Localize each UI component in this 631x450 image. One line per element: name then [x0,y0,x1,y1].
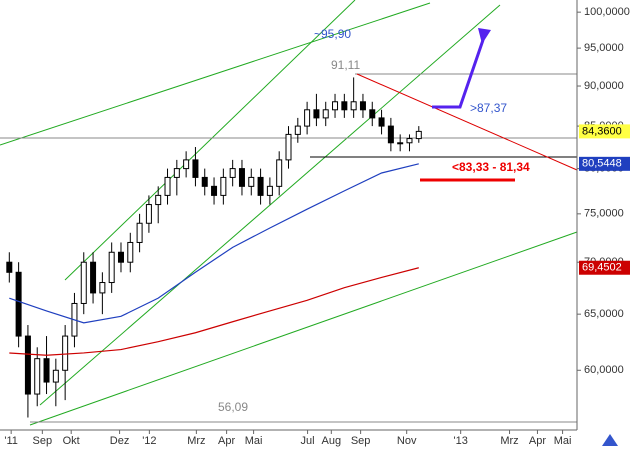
arrow-head [478,28,491,44]
last-value-label: 69,4502 [582,262,622,274]
candle-body [52,369,59,383]
candle-body [248,176,255,187]
last-value-label: 84,3600 [582,125,622,137]
candle-body [229,168,236,178]
candle-body [127,241,134,263]
annotation: ~95,90 [314,27,351,41]
candle-body [266,185,273,196]
candle-body [145,204,152,224]
candle-body [313,109,320,119]
candle-body [173,168,180,178]
x-tick-label: Dez [110,435,130,447]
candle-body [136,222,143,243]
annotation: 56,09 [218,400,248,414]
downtrend-line [356,73,578,171]
candle-body [378,117,385,127]
x-tick-label: '13 [453,435,467,447]
candle-body [117,251,124,263]
x-tick-label: Apr [218,435,235,447]
candle-body [294,125,301,135]
candle-body [341,101,348,111]
candle-body [285,133,292,161]
candle-body [192,159,199,178]
x-tick-label: Mrz [500,435,518,447]
candle-body [164,176,171,196]
y-tick-label: 60,0000 [584,364,624,376]
last-value-box [579,124,630,139]
annotation: 91,11 [331,58,360,72]
annotation: >87,37 [470,101,507,115]
x-tick-label: Mai [554,435,572,447]
candle-body [62,335,69,371]
x-tick-label: Sep [351,435,371,447]
candle-body [155,194,162,206]
candle-body [359,101,366,111]
moving-average [9,163,419,324]
corner-icon [602,434,618,446]
annotation: <83,33 - 81,34 [452,160,530,174]
candle-body [415,130,422,140]
candle-body [99,282,106,294]
x-tick-label: Aug [322,435,342,447]
last-value-box [579,156,630,171]
candle-body [257,176,264,196]
moving-average [9,267,419,356]
candle-body [220,176,227,196]
candle-body [369,109,376,119]
y-tick-label: 65,0000 [584,308,624,320]
candle-body [332,101,339,111]
channel-line [39,4,501,406]
candle-body [34,358,41,395]
candle-body [276,159,283,187]
candle-body [6,261,13,273]
candle-body [238,168,245,187]
candle-body [387,125,394,144]
candle-body [397,142,404,145]
candle-body [24,335,31,395]
forecast-arrow [432,39,485,109]
candle-body [43,358,50,383]
candle-body [406,138,413,144]
channel-line [0,2,431,146]
x-tick-label: Nov [397,435,417,447]
x-tick-label: '11 [4,435,18,447]
candle-body [350,101,357,111]
x-tick-label: Sep [33,435,53,447]
candle-body [15,271,22,337]
candle-body [108,251,115,284]
candle-body [183,159,190,170]
x-tick-label: Jul [301,435,315,447]
candle-body [322,109,329,119]
x-tick-label: Okt [63,435,80,447]
channel-line [64,0,356,281]
y-tick-label: 100,0000 [584,6,630,18]
x-tick-label: '12 [142,435,156,447]
candle-body [80,261,87,304]
candle-body [90,261,97,294]
x-tick-label: Apr [529,435,546,447]
plot [6,77,422,418]
last-value-label: 80,5448 [582,158,622,170]
y-tick-label: 75,0000 [584,208,624,220]
y-tick-label: 90,0000 [584,80,624,92]
y-tick-label: 95,0000 [584,42,624,54]
candle-body [211,185,218,196]
candle-body [304,109,311,127]
last-value-box [579,260,630,275]
channel-line [29,231,578,426]
candle-body [201,176,208,187]
x-tick-label: Mrz [187,435,205,447]
x-tick-label: Mai [245,435,263,447]
